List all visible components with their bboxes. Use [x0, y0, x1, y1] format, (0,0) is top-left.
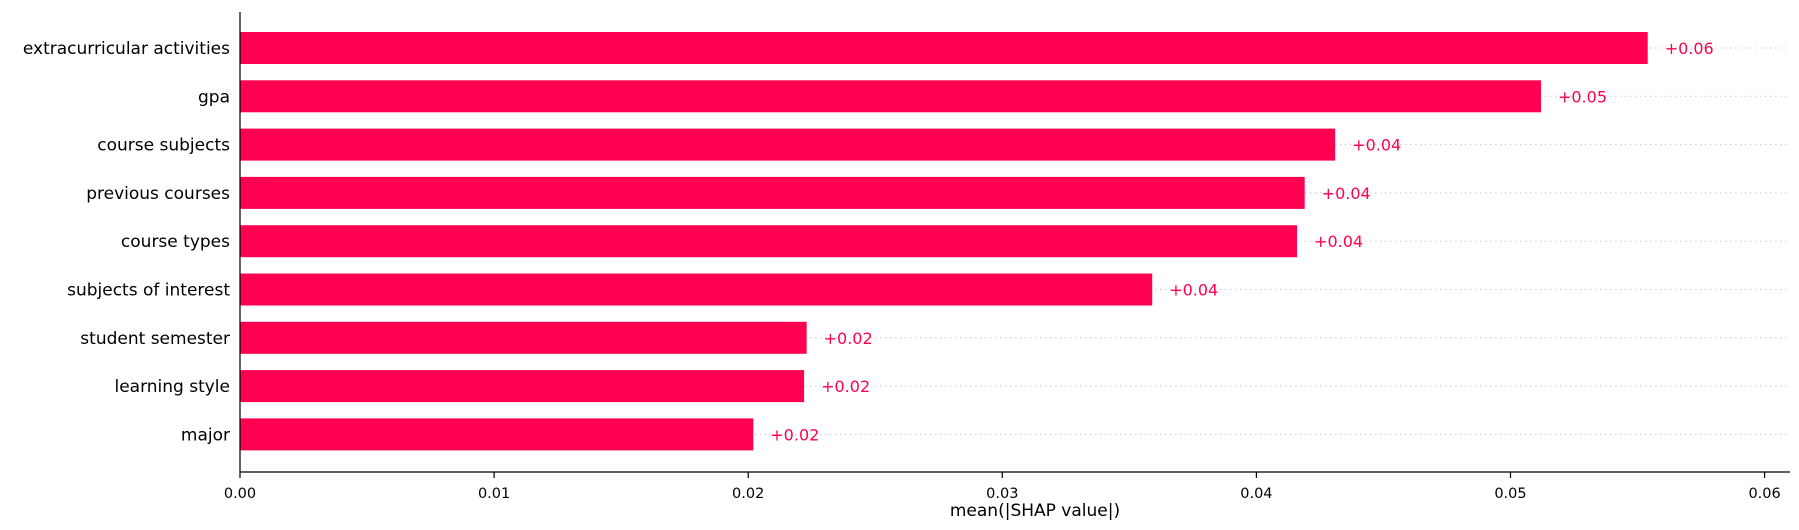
- bar-value-label: +0.06: [1665, 39, 1714, 58]
- x-axis-ticks: 0.00 0.01 0.02 0.03 0.04 0.05 0.06: [224, 472, 1781, 502]
- category-label: previous courses: [86, 184, 230, 204]
- bar: [240, 370, 805, 403]
- category-label: extracurricular activities: [23, 39, 230, 59]
- x-axis-title: mean(|SHAP value|): [950, 501, 1120, 521]
- x-tick-label: 0.02: [732, 486, 764, 502]
- category-label: course types: [121, 232, 230, 252]
- category-label: gpa: [198, 87, 230, 107]
- bar: [240, 80, 1541, 113]
- x-tick-label: 0.00: [224, 486, 256, 502]
- category-labels: extracurricular activities gpa course subj…: [23, 39, 230, 445]
- bar-value-label: +0.04: [1322, 184, 1371, 203]
- category-label: learning style: [114, 377, 230, 397]
- x-tick-label: 0.05: [1494, 486, 1526, 502]
- bar: [240, 418, 754, 451]
- bar-value-label: +0.05: [1558, 87, 1607, 106]
- x-tick-label: 0.01: [478, 486, 510, 502]
- bar-value-label: +0.02: [821, 377, 870, 396]
- category-label: major: [181, 425, 230, 445]
- bar: [240, 225, 1298, 258]
- x-tick-label: 0.03: [986, 486, 1018, 502]
- bar: [240, 273, 1153, 306]
- bar: [240, 32, 1648, 64]
- category-label: course subjects: [97, 136, 230, 156]
- bar: [240, 321, 807, 354]
- bar-value-label: +0.04: [1169, 281, 1218, 300]
- value-labels: +0.06 +0.05 +0.04 +0.04 +0.04 +0.04 +0.02 +0.02…: [770, 39, 1713, 444]
- bar-value-label: +0.02: [824, 329, 873, 348]
- bar-value-label: +0.04: [1314, 232, 1363, 251]
- bar-value-label: +0.02: [770, 425, 819, 444]
- bars: [240, 32, 1648, 451]
- x-tick-label: 0.04: [1240, 486, 1272, 502]
- category-label: student semester: [80, 329, 230, 349]
- category-label: subjects of interest: [67, 281, 230, 301]
- bar-value-label: +0.04: [1352, 136, 1401, 155]
- bar: [240, 128, 1336, 161]
- x-tick-label: 0.06: [1748, 486, 1780, 502]
- bar: [240, 176, 1305, 209]
